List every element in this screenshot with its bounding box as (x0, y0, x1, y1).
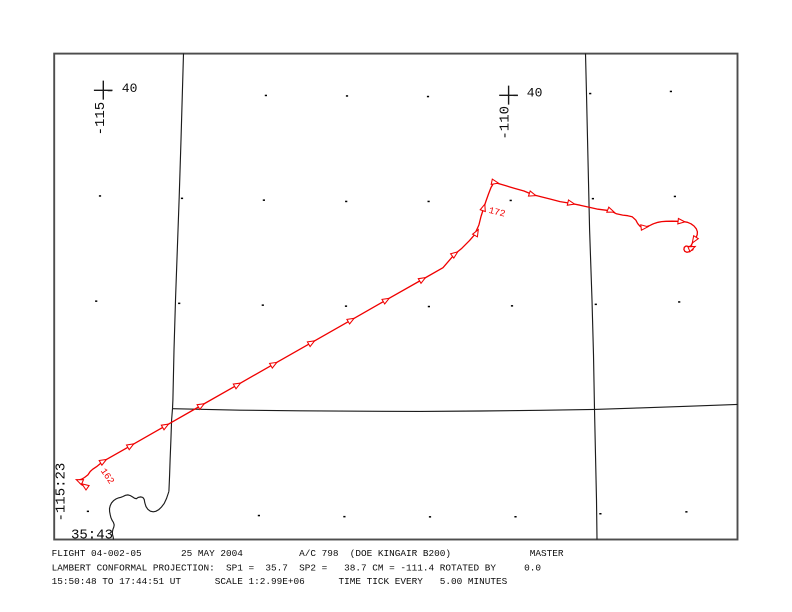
svg-text:-115:23: -115:23 (53, 463, 69, 522)
svg-text:40: 40 (122, 81, 138, 96)
svg-text:FLIGHT 04-002-05 25 MAY: FLIGHT 04-002-05 25 MAY 2004 A/C 798 (DO… (52, 548, 564, 559)
svg-text:-110: -110 (497, 106, 513, 140)
svg-text:172: 172 (488, 205, 507, 220)
svg-text:-115: -115 (93, 102, 109, 136)
svg-text:15:50:48 TO 17:44:51 UT S: 15:50:48 TO 17:44:51 UT SCALE 1:2.99E+06… (52, 576, 508, 587)
svg-text:40: 40 (527, 85, 543, 100)
svg-text:35:43: 35:43 (71, 528, 113, 544)
svg-text:LAMBERT CONFORMAL PROJECTION:: LAMBERT CONFORMAL PROJECTION: SP1 = 35.7… (52, 562, 542, 573)
